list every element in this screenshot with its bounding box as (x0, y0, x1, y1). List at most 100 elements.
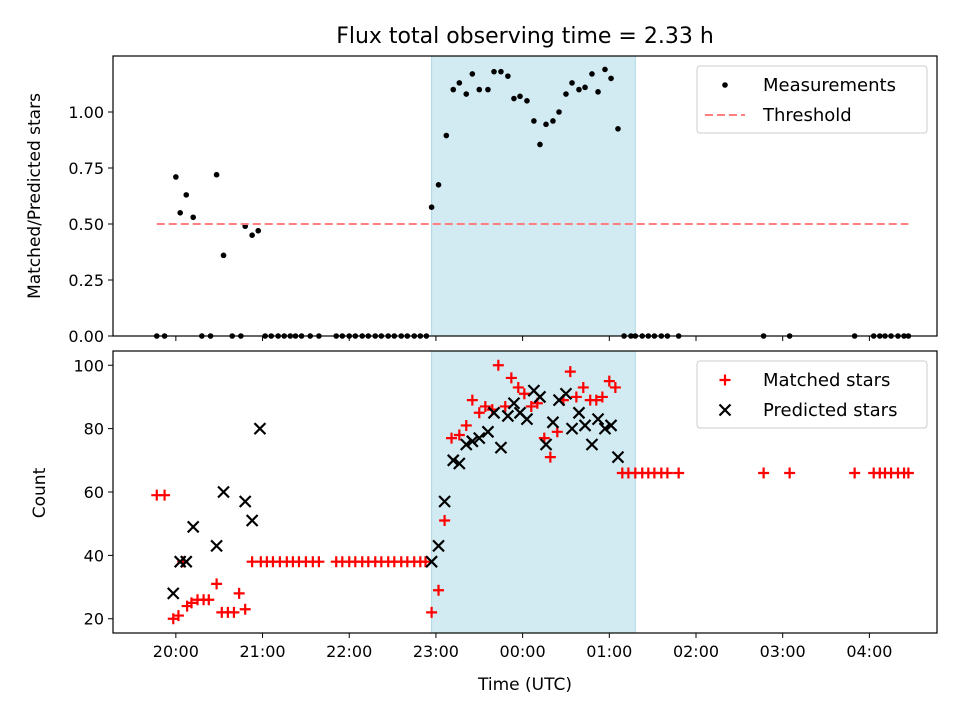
measurement-point (491, 68, 497, 75)
matched-star-point (439, 515, 451, 527)
predicted-star-point (572, 406, 586, 420)
y-tick-label: 80 (84, 420, 104, 439)
measurement-point (608, 75, 614, 82)
predicted-star-point (591, 412, 605, 426)
predicted-star-point (186, 520, 200, 534)
predicted-star-point (611, 450, 625, 464)
predicted-star-point (438, 495, 451, 508)
measurement-point (531, 118, 537, 124)
matched-star-point (661, 467, 673, 479)
predicted-star-point (718, 403, 732, 417)
top-panel: 0.00 0.25 0.50 0.75 1.00 Flux total observin… (25, 24, 938, 346)
measurement-point (595, 89, 601, 95)
predicted-star-point (432, 539, 445, 553)
predicted-star-point (578, 419, 592, 432)
matched-star-point (473, 407, 485, 419)
x-tick-label: 03:00 (760, 642, 806, 661)
measurement-point (456, 80, 463, 86)
matched-star-point (902, 467, 914, 479)
matched-star-point (609, 381, 621, 393)
matched-star-point (239, 603, 251, 615)
predicted-star-point (166, 587, 180, 600)
predicted-star-point (539, 438, 553, 451)
matched-star-point (211, 578, 223, 590)
matched-star-point (512, 381, 524, 393)
measurement-point (428, 204, 435, 210)
top-legend: Measurements Threshold (696, 65, 928, 134)
measurement-point (550, 118, 556, 124)
legend-label: Threshold (762, 105, 852, 126)
matched-star-point (525, 400, 537, 412)
measurement-point (576, 86, 582, 93)
measurement-point (469, 71, 476, 77)
predicted-star-point (459, 438, 473, 451)
bottom-panel: 20:00 21:00 22:00 23:00 00:00 01:00 02:00 03:00… (30, 350, 938, 695)
matched-star-point (577, 381, 589, 393)
shaded-region (431, 350, 636, 634)
matched-star-point (172, 610, 184, 622)
top-y-axis-label: Matched/Predicted stars (25, 93, 45, 299)
matched-star-point (233, 587, 245, 599)
x-tick-label: 20:00 (153, 642, 199, 661)
matched-star-point (453, 429, 465, 441)
measurement-point (213, 171, 220, 178)
predicted-star-point (446, 454, 460, 467)
measurement-point (255, 227, 262, 234)
matched-star-point (446, 432, 458, 444)
matched-star-point (466, 394, 478, 406)
y-tick-label: 0.75 (68, 159, 104, 178)
measurement-point (476, 86, 483, 93)
observing-window-shade (431, 55, 636, 337)
matched-star-point (185, 597, 197, 609)
predicted-star-point (466, 435, 479, 448)
predicted-star-point (546, 416, 560, 429)
predicted-star-point (559, 387, 573, 401)
x-tick-label: 00:00 (500, 642, 546, 661)
matched-star-point (433, 584, 445, 596)
matched-star-point (596, 391, 608, 403)
matched-star-point (784, 467, 796, 479)
matched-star-point (590, 394, 602, 406)
measurement-point (537, 141, 543, 148)
matched-star-point (544, 451, 556, 463)
measurement-point (722, 82, 728, 88)
predicted-star-point (585, 438, 599, 451)
measurement-point (463, 91, 470, 97)
x-tick-label: 04:00 (846, 642, 892, 661)
y-tick-label: 20 (84, 610, 104, 629)
matched-star-point (758, 467, 770, 479)
y-tick-label: 0.25 (68, 271, 104, 290)
measurement-point (589, 71, 595, 77)
predicted-star-point (425, 555, 438, 568)
observing-window-shade (431, 350, 636, 634)
measurement-point (485, 86, 491, 93)
measurement-point (443, 132, 450, 139)
predicted-star-point (520, 412, 534, 426)
x-tick-label: 02:00 (673, 642, 719, 661)
y-tick-label: 40 (84, 546, 104, 565)
matched-star-point (570, 391, 582, 403)
measurement-point (543, 121, 549, 128)
matched-star-point (673, 467, 685, 479)
y-tick-label: 60 (84, 483, 104, 502)
legend-label: Measurements (763, 75, 896, 96)
predicted-star-point (494, 441, 508, 454)
predicted-star-point (598, 422, 612, 435)
measurement-point (173, 174, 179, 180)
chart-title: Flux total observing time = 2.33 h (336, 24, 714, 49)
legend-label: Matched stars (763, 370, 890, 391)
bottom-panel-marks (151, 359, 914, 625)
predicted-star-point (481, 425, 495, 439)
top-panel-ticks: 0.00 0.25 0.50 0.75 1.00 (68, 103, 870, 346)
top-panel-frame (112, 55, 938, 337)
predicted-star-point (453, 457, 466, 470)
predicted-star-point (487, 406, 501, 420)
y-tick-label: 1.00 (68, 103, 104, 122)
matched-star-point (203, 594, 215, 606)
measurement-point (498, 68, 504, 75)
matched-star-point (420, 556, 432, 568)
measurement-point (435, 182, 442, 188)
measurement-point (524, 98, 530, 104)
matched-star-point (313, 556, 325, 568)
